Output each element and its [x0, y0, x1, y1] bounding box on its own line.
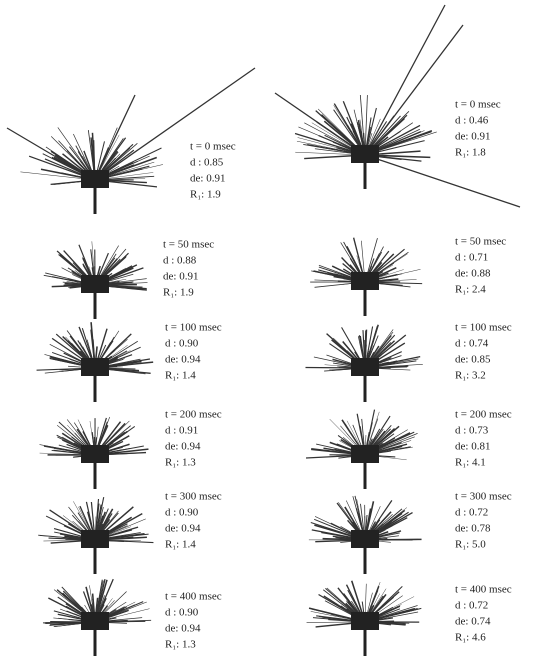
panel-label: de: 0.78 — [455, 523, 491, 535]
panel-label: t = 300 msec — [455, 491, 512, 503]
panel-label: R₁: 1.9 — [163, 287, 194, 299]
panel: t = 300 msec d : 0.90 de: 0.94 R₁: 1.4 — [38, 491, 222, 574]
panel-label: t = 50 msec — [163, 239, 214, 251]
hub — [81, 358, 109, 376]
panel-label: R₁: 1.9 — [190, 189, 221, 201]
hub — [351, 612, 379, 630]
panel-label: R₁: 4.6 — [455, 632, 486, 644]
long-ray — [365, 5, 445, 155]
panel-label: R₁: 4.1 — [455, 457, 486, 469]
panel-label: d : 0.91 — [165, 425, 198, 437]
panel: t = 200 msec d : 0.73 de: 0.81 R₁: 4.1 — [306, 409, 512, 489]
panel-label: de: 0.85 — [455, 354, 491, 366]
panel-label: t = 300 msec — [165, 491, 222, 503]
hub — [351, 358, 379, 376]
panel-label: de: 0.91 — [455, 131, 490, 143]
panel-label: R₁: 1.8 — [455, 147, 486, 159]
panel: t = 200 msec d : 0.91 de: 0.94 R₁: 1.3 — [40, 409, 222, 489]
panel-label: d : 0.85 — [190, 157, 224, 169]
panel-label: de: 0.94 — [165, 354, 201, 366]
panel-label: de: 0.81 — [455, 441, 490, 453]
panel-label: d : 0.72 — [455, 507, 488, 519]
panel-label: R₁: 1.4 — [165, 539, 196, 551]
hub — [351, 272, 379, 290]
panel-label: d : 0.71 — [455, 252, 488, 264]
panel-label: d : 0.74 — [455, 338, 489, 350]
hub — [351, 530, 379, 548]
panel-label: t = 0 msec — [455, 99, 501, 111]
panel-label: R₁: 2.4 — [455, 284, 486, 296]
panel-label: de: 0.94 — [165, 623, 201, 635]
panel-label: t = 200 msec — [455, 409, 512, 421]
panel: t = 50 msec d : 0.88 de: 0.91 R₁: 1.9 — [44, 239, 214, 319]
panel-label: de: 0.88 — [455, 268, 491, 280]
panel: t = 100 msec d : 0.74 de: 0.85 R₁: 3.2 — [305, 322, 511, 402]
hub — [81, 530, 109, 548]
panel-label: de: 0.91 — [163, 271, 198, 283]
figure: t = 0 msecd : 0.85de: 0.91R₁: 1.9t = 50 … — [0, 0, 534, 669]
panel-label: d : 0.46 — [455, 115, 489, 127]
panel-label: de: 0.94 — [165, 441, 201, 453]
panel-label: R₁: 1.3 — [165, 457, 196, 469]
panel-label: t = 400 msec — [165, 591, 222, 603]
panel-label: d : 0.72 — [455, 600, 488, 612]
panel-label: R₁: 1.3 — [165, 639, 196, 651]
panel: t = 100 msec d : 0.90 de: 0.94 R₁: 1.4 — [37, 322, 222, 402]
panel-label: t = 100 msec — [455, 322, 512, 334]
panel: t = 0 msec d : 0.46 de: 0.91 R₁: 1.8 — [275, 5, 520, 207]
panel-label: R₁: 5.0 — [455, 539, 486, 551]
panel: t = 400 msec d : 0.90 de: 0.94 R₁: 1.3 — [43, 579, 222, 656]
panel: t = 0 msec d : 0.85 de: 0.91 R₁: 1.9 — [7, 68, 255, 214]
long-ray — [95, 68, 255, 180]
panel-label: t = 50 msec — [455, 236, 506, 248]
panel-label: d : 0.90 — [165, 507, 199, 519]
panel-label: t = 200 msec — [165, 409, 222, 421]
hub — [81, 612, 109, 630]
hub — [81, 170, 109, 188]
panel-label: t = 100 msec — [165, 322, 222, 334]
panel-label: R₁: 3.2 — [455, 370, 486, 382]
panel-label: de: 0.74 — [455, 616, 491, 628]
hub — [351, 445, 379, 463]
long-ray — [365, 25, 463, 155]
panel-label: t = 400 msec — [455, 584, 512, 596]
panel-label: de: 0.91 — [190, 173, 225, 185]
hub — [351, 145, 379, 163]
panel-label: R₁: 1.4 — [165, 370, 196, 382]
panel-label: t = 0 msec — [190, 141, 236, 153]
long-ray — [365, 155, 520, 207]
panel: t = 50 msec d : 0.71 de: 0.88 R₁: 2.4 — [310, 236, 506, 316]
panel-label: d : 0.90 — [165, 607, 199, 619]
hub — [81, 275, 109, 293]
hub — [81, 445, 109, 463]
panel-label: de: 0.94 — [165, 523, 201, 535]
panel-label: d : 0.73 — [455, 425, 489, 437]
panel-label: d : 0.90 — [165, 338, 199, 350]
panel: t = 400 msec d : 0.72 de: 0.74 R₁: 4.6 — [307, 581, 512, 656]
panel: t = 300 msec d : 0.72 de: 0.78 R₁: 5.0 — [309, 491, 512, 574]
panel-label: d : 0.88 — [163, 255, 197, 267]
